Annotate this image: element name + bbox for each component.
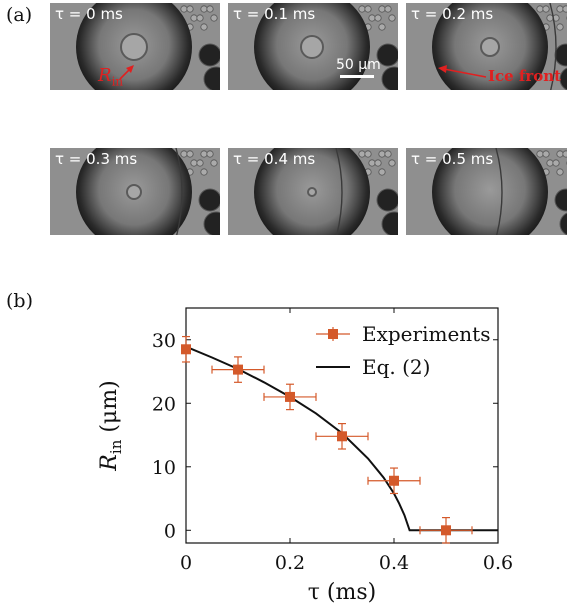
y-tick-label: 30 [152, 330, 176, 352]
tau-label: τ = 0.3 ms [55, 150, 138, 168]
experiment-point [211, 356, 265, 383]
droplet-image [432, 148, 567, 235]
legend: Experiments Eq. (2) [316, 322, 490, 379]
micrograph-frame: τ = 0.2 ms Ice front [406, 3, 567, 90]
experiment-point [263, 383, 317, 411]
rin-vs-tau-chart: 0 0.2 0.4 0.6 0 10 20 30 τ (ms) Rin (μm) Experimen… [97, 307, 513, 605]
plot-frame [185, 307, 499, 544]
micrograph-frame: τ = 0.4 ms [228, 148, 398, 235]
legend-experiments-marker [328, 329, 338, 339]
y-axis-label: Rin (μm) [97, 380, 125, 471]
micrograph-frame: τ = 0 ms Rin [50, 3, 220, 90]
ice-front-arrow [438, 65, 487, 78]
tau-label: τ = 0.1 ms [233, 5, 316, 23]
y-tick-label: 20 [152, 393, 176, 415]
experiment-marker [389, 475, 399, 486]
tau-label: τ = 0 ms [55, 5, 123, 23]
x-tick-label: 0 [180, 552, 192, 574]
micrograph-frame: τ = 0.5 ms [406, 148, 567, 235]
legend-experiments-label: Experiments [362, 322, 490, 346]
experiment-marker [285, 391, 295, 402]
rin-arrow [119, 65, 134, 80]
x-tick-label: 0.2 [275, 552, 305, 574]
scale-bar [340, 75, 374, 78]
rin-annotation: Rin [98, 65, 124, 89]
micrograph-frame: τ = 0.1 ms 50 μm [228, 3, 398, 90]
panel-a-label: (a) [6, 4, 33, 26]
droplet-image [254, 3, 398, 90]
micrograph-frame: τ = 0.3 ms [50, 148, 220, 235]
eq2-curve [185, 345, 498, 532]
experiment-marker [181, 344, 191, 355]
experiment-point [419, 516, 473, 544]
droplet-image [432, 3, 567, 90]
droplet-image [76, 148, 220, 235]
droplet-image [76, 3, 220, 90]
y-tick-label: 10 [152, 457, 176, 479]
x-tick-label: 0.6 [483, 552, 513, 574]
x-tick-label: 0.4 [379, 552, 409, 574]
experiment-marker [337, 431, 347, 442]
experiment-point [367, 467, 421, 495]
x-axis-label: τ (ms) [308, 580, 376, 605]
legend-eq2-label: Eq. (2) [362, 355, 430, 379]
tau-label: τ = 0.2 ms [411, 5, 494, 23]
experiment-marker [441, 525, 451, 536]
panel-b-label: (b) [6, 290, 33, 312]
ice-front-label: Ice front [488, 67, 562, 85]
y-tick-label: 0 [164, 520, 176, 542]
experiment-point [181, 335, 191, 363]
experiment-point [315, 422, 369, 450]
scale-bar-label: 50 μm [336, 57, 381, 73]
tau-label: τ = 0.5 ms [411, 150, 494, 168]
droplet-image [254, 148, 398, 235]
tau-label: τ = 0.4 ms [233, 150, 316, 168]
experiment-marker [233, 364, 243, 375]
